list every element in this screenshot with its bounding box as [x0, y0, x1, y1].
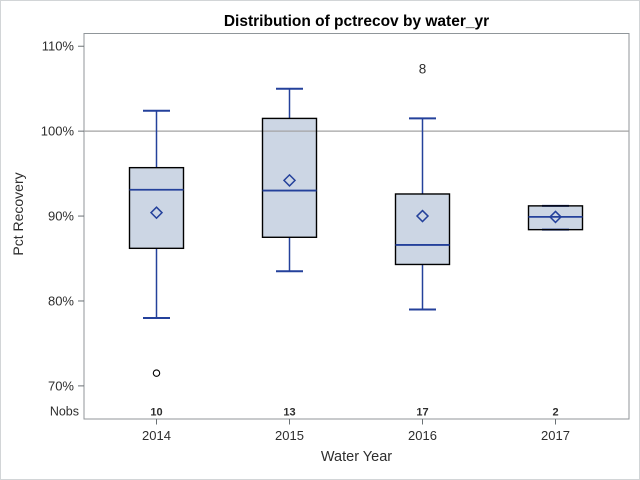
x-tick-label: 2014	[142, 428, 171, 443]
mean-diamond-marker	[282, 173, 297, 187]
mean-diamond-marker	[548, 210, 563, 224]
y-tick-label: 90%	[48, 209, 74, 224]
annotation-8: 8	[419, 62, 427, 77]
y-tick-label: 100%	[41, 124, 75, 139]
x-tick-label: 2017	[541, 428, 570, 443]
box-outline	[261, 117, 318, 238]
x-tick-label: 2015	[275, 428, 304, 443]
nobs-value: 10	[150, 407, 162, 419]
y-tick-label: 70%	[48, 378, 74, 393]
box-fill-2016	[395, 193, 450, 265]
x-axis-label: Water Year	[321, 449, 392, 465]
chart-title: Distribution of pctrecov by water_yr	[224, 13, 489, 30]
box-group-2016	[394, 117, 451, 311]
y-tick-label: 110%	[42, 39, 75, 54]
y-tick-label: 80%	[48, 293, 74, 308]
x-tick-label: 2016	[408, 428, 437, 443]
box-group-2014	[128, 109, 185, 377]
box-group-2017	[527, 204, 584, 231]
nobs-value: 17	[416, 407, 428, 419]
nobs-row-label: Nobs	[50, 405, 79, 419]
box-fill-2015	[262, 118, 317, 238]
mean-diamond-marker	[149, 206, 164, 220]
box-group-2015	[261, 87, 318, 273]
box-outline	[394, 193, 451, 266]
nobs-value: 13	[283, 407, 295, 419]
box-outline	[128, 166, 185, 250]
mean-diamond-marker	[415, 209, 430, 223]
outlier-circle-marker	[152, 369, 161, 377]
y-axis-label: Pct Recovery	[10, 172, 26, 255]
nobs-value: 2	[552, 407, 558, 419]
